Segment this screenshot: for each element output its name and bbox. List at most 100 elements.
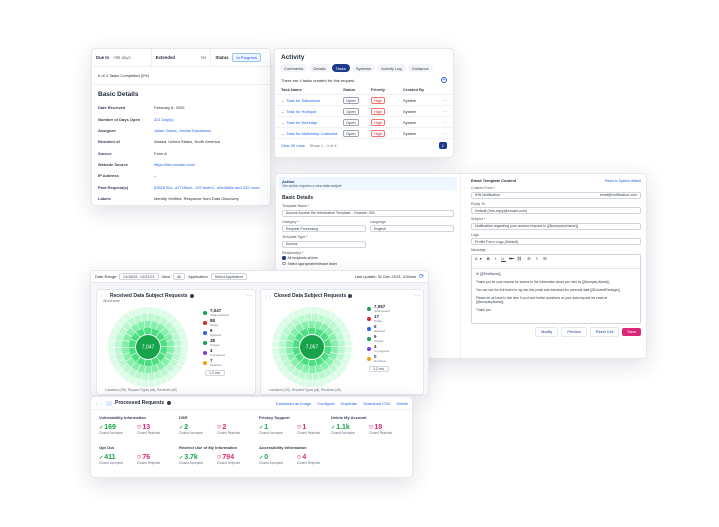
status-pill[interactable]: Open xyxy=(343,118,359,126)
status-pill[interactable]: Open xyxy=(343,129,359,137)
sunburst-segment[interactable] xyxy=(159,309,168,319)
detail-value[interactable]: Julian Gama, Jordan Donaldson xyxy=(154,127,212,133)
sunburst-segment[interactable] xyxy=(153,307,162,316)
sunburst-segment[interactable] xyxy=(344,340,352,347)
sunburst-segment[interactable] xyxy=(337,339,345,347)
sunburst-segment[interactable] xyxy=(286,363,296,373)
col-status[interactable]: Status xyxy=(343,87,356,92)
sunburst-segment[interactable] xyxy=(123,333,132,342)
task-name-link[interactable]: Task for Mailchimp California xyxy=(286,130,338,136)
sunburst-segment[interactable] xyxy=(295,361,305,371)
sunburst-segment[interactable] xyxy=(333,368,343,378)
sunburst-segment[interactable] xyxy=(281,316,291,326)
sunburst-segment[interactable] xyxy=(136,357,146,366)
chevron-down-icon[interactable]: ⌄ xyxy=(281,119,285,125)
sunburst-segment[interactable] xyxy=(173,321,183,331)
sunburst-segment[interactable] xyxy=(129,347,137,356)
sunburst-segment[interactable] xyxy=(340,358,350,367)
sunburst-segment[interactable] xyxy=(294,323,304,333)
sunburst-segment[interactable] xyxy=(286,321,296,331)
sunburst-segment[interactable] xyxy=(293,339,301,347)
tab-tasks[interactable]: Tasks xyxy=(331,64,350,72)
sunburst-segment[interactable] xyxy=(131,361,141,371)
sunburst-segment[interactable] xyxy=(168,326,178,336)
sunburst-segment[interactable] xyxy=(317,314,326,324)
sunburst-segment[interactable] xyxy=(118,326,128,336)
sunburst-segment[interactable] xyxy=(327,332,337,342)
task-row[interactable]: ⌄ Task for Workday Open High System ⋯ xyxy=(275,117,453,128)
link-icon[interactable]: ⛓ xyxy=(516,255,524,261)
metric-block[interactable]: DSR ✓2 Closed Accepted ♡2 Closed Rejected xyxy=(179,415,240,435)
more-options-icon[interactable]: ··· xyxy=(415,293,420,299)
row-menu-icon[interactable]: ⋯ xyxy=(443,97,447,103)
priority-pill[interactable]: High xyxy=(371,107,386,115)
metric-block[interactable]: Privacy Support ✓1 Closed Accepted ♡1 Closed… xyxy=(259,415,320,435)
sunburst-segment[interactable] xyxy=(279,333,289,342)
sunburst-segment[interactable] xyxy=(297,314,306,324)
radio-select-icon[interactable] xyxy=(282,261,286,266)
col-priority[interactable]: Priority xyxy=(371,87,386,92)
sunburst-segment[interactable] xyxy=(287,333,296,342)
sunburst-segment[interactable] xyxy=(115,340,123,347)
sunburst-segment[interactable] xyxy=(117,368,127,378)
sunburst-segment[interactable] xyxy=(290,327,300,337)
sunburst-segment[interactable] xyxy=(180,347,188,354)
sunburst-segment[interactable] xyxy=(156,352,166,362)
sunburst-segment[interactable] xyxy=(108,347,116,354)
strike-icon[interactable]: S xyxy=(509,255,514,261)
sunburst-segment[interactable] xyxy=(166,339,174,347)
sunburst-segment[interactable] xyxy=(335,352,345,361)
sunburst-segment[interactable] xyxy=(134,370,143,380)
sunburst-segment[interactable] xyxy=(140,314,148,322)
application-select[interactable]: Select Application xyxy=(210,273,248,280)
row-menu-icon[interactable]: ⋯ xyxy=(443,130,447,136)
sunburst-segment[interactable] xyxy=(164,372,174,382)
reset-cell-button[interactable]: Reset Cell xyxy=(589,326,620,337)
status-pill[interactable]: Open xyxy=(343,107,359,115)
sunburst-segment[interactable] xyxy=(150,328,160,337)
sunburst-segment[interactable] xyxy=(148,314,155,322)
sunburst-segment[interactable] xyxy=(150,321,159,330)
sunburst-segment[interactable] xyxy=(292,309,301,319)
sunburst-segment[interactable] xyxy=(328,352,337,361)
sunburst-segment[interactable] xyxy=(122,321,132,331)
sunburst-segment[interactable] xyxy=(164,321,174,331)
sunburst-segment[interactable] xyxy=(317,307,326,316)
sunburst-segment[interactable] xyxy=(130,323,140,333)
download-image-button[interactable]: Download as Image xyxy=(275,400,312,406)
sunburst-segment[interactable] xyxy=(272,353,281,361)
sunburst-segment[interactable] xyxy=(176,327,186,336)
sunburst-segment[interactable] xyxy=(312,379,319,387)
task-name-link[interactable]: Task for Hubspot xyxy=(286,108,317,114)
modify-button[interactable]: Modify xyxy=(535,326,559,337)
font-size-icon[interactable]: A▾ xyxy=(475,255,484,261)
sunburst-segment[interactable] xyxy=(137,321,145,330)
sunburst-segment[interactable] xyxy=(298,307,306,316)
sunburst-segment[interactable] xyxy=(148,379,155,387)
sunburst-segment[interactable] xyxy=(282,326,292,336)
sunburst-segment[interactable] xyxy=(141,372,148,380)
sunburst-segment[interactable] xyxy=(131,353,140,362)
sunburst-segment[interactable] xyxy=(159,338,167,347)
sunburst-segment[interactable] xyxy=(277,363,287,373)
sunburst-segment[interactable] xyxy=(328,321,338,331)
sunburst-segment[interactable] xyxy=(171,332,181,341)
sunburst-segment[interactable] xyxy=(312,372,320,380)
sunburst-segment[interactable] xyxy=(113,321,123,331)
custom-from-email[interactable]: email@notification.com xyxy=(599,193,637,197)
sunburst-segment[interactable] xyxy=(130,332,140,342)
sunburst-segment[interactable] xyxy=(159,317,169,327)
sunburst-segment[interactable] xyxy=(286,340,294,347)
metric-block[interactable]: Vulnerability Information ✓169 Closed Acce… xyxy=(99,415,160,435)
sunburst-segment[interactable] xyxy=(115,333,125,342)
info-icon[interactable] xyxy=(167,401,172,405)
sunburst-segment[interactable] xyxy=(115,353,125,362)
priority-pill[interactable]: High xyxy=(371,118,386,126)
chevron-down-icon[interactable]: ⌄ xyxy=(281,130,285,136)
view-select[interactable]: All xyxy=(173,273,186,280)
sunburst-segment[interactable] xyxy=(141,379,148,387)
bold-icon[interactable]: B xyxy=(486,255,492,261)
sunburst-segment[interactable] xyxy=(295,353,304,362)
sunburst-segment[interactable] xyxy=(153,314,162,324)
sunburst-segment[interactable] xyxy=(136,328,145,337)
